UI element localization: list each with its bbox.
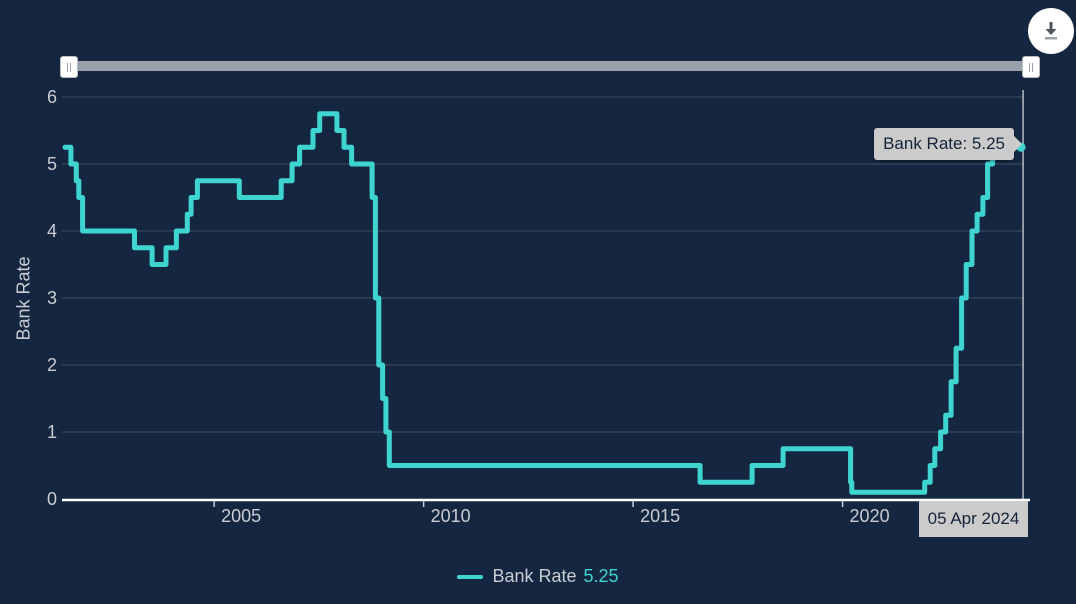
y-tick-label-6: 6	[46, 87, 57, 107]
legend-series-value: 5.25	[583, 566, 619, 586]
range-scrollbar[interactable]	[60, 56, 1040, 78]
download-button[interactable]	[1028, 8, 1074, 54]
scrollbar-track[interactable]	[62, 61, 1032, 71]
legend-line-swatch	[457, 574, 484, 579]
tooltip-text: Bank Rate: 5.25	[883, 134, 1005, 153]
scrollbar-left-handle[interactable]	[60, 56, 78, 78]
legend-series-name: Bank Rate	[492, 566, 577, 586]
tooltip: Bank Rate: 5.25	[874, 128, 1022, 160]
x-tick-label-2010: 2010	[430, 506, 471, 526]
x-axis-date-label: 05 Apr 2024	[919, 501, 1028, 537]
y-tick-label-3: 3	[46, 288, 57, 308]
y-tick-label-0: 0	[46, 489, 57, 509]
x-tick-label-2005: 2005	[221, 506, 262, 526]
download-icon	[1045, 22, 1057, 40]
legend-item-bank-rate[interactable]: Bank Rate 5.25	[0, 566, 1076, 587]
x-tick-label-2020: 2020	[849, 506, 890, 526]
scrollbar-right-handle[interactable]	[1022, 56, 1040, 78]
y-tick-label-4: 4	[46, 221, 57, 241]
bank-rate-series-line[interactable]	[62, 111, 1024, 495]
y-tick-label-5: 5	[46, 154, 57, 174]
y-tick-label-1: 1	[46, 422, 57, 442]
y-tick-label-2: 2	[46, 355, 57, 375]
x-tick-label-2015: 2015	[640, 506, 681, 526]
